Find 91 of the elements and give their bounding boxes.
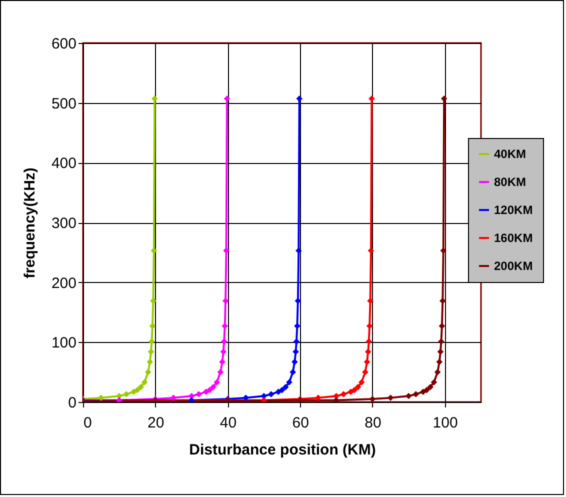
point bbox=[149, 322, 156, 330]
point bbox=[206, 386, 213, 394]
legend-label: 80KM bbox=[494, 175, 526, 189]
point bbox=[217, 368, 224, 376]
point bbox=[282, 384, 289, 390]
point bbox=[293, 338, 300, 345]
point bbox=[286, 379, 292, 386]
point bbox=[295, 247, 302, 254]
legend-label: 40KM bbox=[494, 147, 526, 161]
point bbox=[170, 394, 177, 401]
legend-label: 200KM bbox=[494, 259, 533, 273]
x-axis-title: Disturbance position (KM) bbox=[189, 442, 376, 458]
point bbox=[123, 391, 130, 398]
point bbox=[315, 394, 322, 401]
point bbox=[148, 338, 155, 345]
y-tick-label: 100 bbox=[51, 334, 76, 352]
point bbox=[214, 379, 220, 386]
point bbox=[438, 338, 444, 345]
point bbox=[294, 322, 300, 330]
point bbox=[366, 338, 372, 345]
point bbox=[296, 95, 303, 102]
point bbox=[290, 368, 296, 376]
point bbox=[362, 368, 368, 376]
point bbox=[424, 386, 430, 394]
point bbox=[364, 358, 370, 366]
point bbox=[367, 298, 374, 304]
point bbox=[351, 386, 358, 394]
x-tick-label: 100 bbox=[432, 414, 458, 432]
point bbox=[440, 247, 447, 254]
point bbox=[430, 379, 438, 386]
y-axis-title: frequency(KHz) bbox=[21, 168, 38, 278]
x-tick-label: 60 bbox=[292, 414, 309, 432]
point bbox=[196, 391, 202, 398]
point bbox=[224, 95, 230, 102]
point bbox=[222, 322, 228, 330]
point bbox=[268, 391, 274, 398]
x-tick-label: 80 bbox=[364, 414, 382, 432]
point bbox=[434, 368, 441, 376]
legend-label: 160KM bbox=[494, 231, 533, 245]
point bbox=[294, 298, 302, 304]
point bbox=[260, 392, 268, 400]
y-tick-label: 400 bbox=[51, 155, 76, 172]
y-tick-label: 300 bbox=[51, 215, 76, 232]
point bbox=[188, 397, 195, 402]
point bbox=[220, 348, 227, 355]
point bbox=[387, 394, 394, 401]
point bbox=[242, 394, 249, 401]
point bbox=[210, 384, 216, 390]
point bbox=[148, 348, 154, 355]
legend-label: 120KM bbox=[494, 203, 533, 217]
point bbox=[292, 358, 298, 366]
point bbox=[219, 358, 226, 366]
point bbox=[354, 384, 362, 390]
point bbox=[436, 358, 443, 366]
point bbox=[146, 358, 154, 366]
point bbox=[340, 391, 347, 398]
point bbox=[366, 322, 373, 330]
point bbox=[438, 322, 446, 330]
point bbox=[150, 247, 158, 254]
point bbox=[437, 348, 444, 355]
point bbox=[364, 348, 372, 355]
y-tick-label: 500 bbox=[51, 95, 76, 112]
x-tick-label: 20 bbox=[148, 414, 164, 432]
point bbox=[412, 391, 420, 398]
point bbox=[440, 95, 448, 102]
point bbox=[369, 396, 376, 402]
point bbox=[144, 368, 152, 376]
point bbox=[98, 394, 104, 401]
x-tick-label: 0 bbox=[84, 414, 92, 432]
point bbox=[292, 348, 299, 355]
x-tick-label: 40 bbox=[220, 414, 237, 432]
point bbox=[116, 397, 122, 402]
y-tick-label: 200 bbox=[51, 274, 76, 292]
point bbox=[141, 379, 148, 386]
y-tick-label: 600 bbox=[51, 36, 76, 52]
y-tick-label: 0 bbox=[68, 394, 76, 412]
point bbox=[405, 392, 412, 400]
point bbox=[138, 384, 144, 390]
point bbox=[134, 386, 140, 394]
point bbox=[368, 95, 375, 102]
point bbox=[260, 397, 268, 402]
point bbox=[151, 95, 158, 102]
point bbox=[439, 298, 446, 304]
point bbox=[427, 384, 434, 390]
point bbox=[333, 397, 340, 402]
point bbox=[188, 392, 195, 400]
point bbox=[223, 247, 230, 254]
point bbox=[150, 298, 156, 304]
point bbox=[358, 379, 365, 386]
point bbox=[220, 338, 228, 345]
point bbox=[278, 386, 286, 394]
